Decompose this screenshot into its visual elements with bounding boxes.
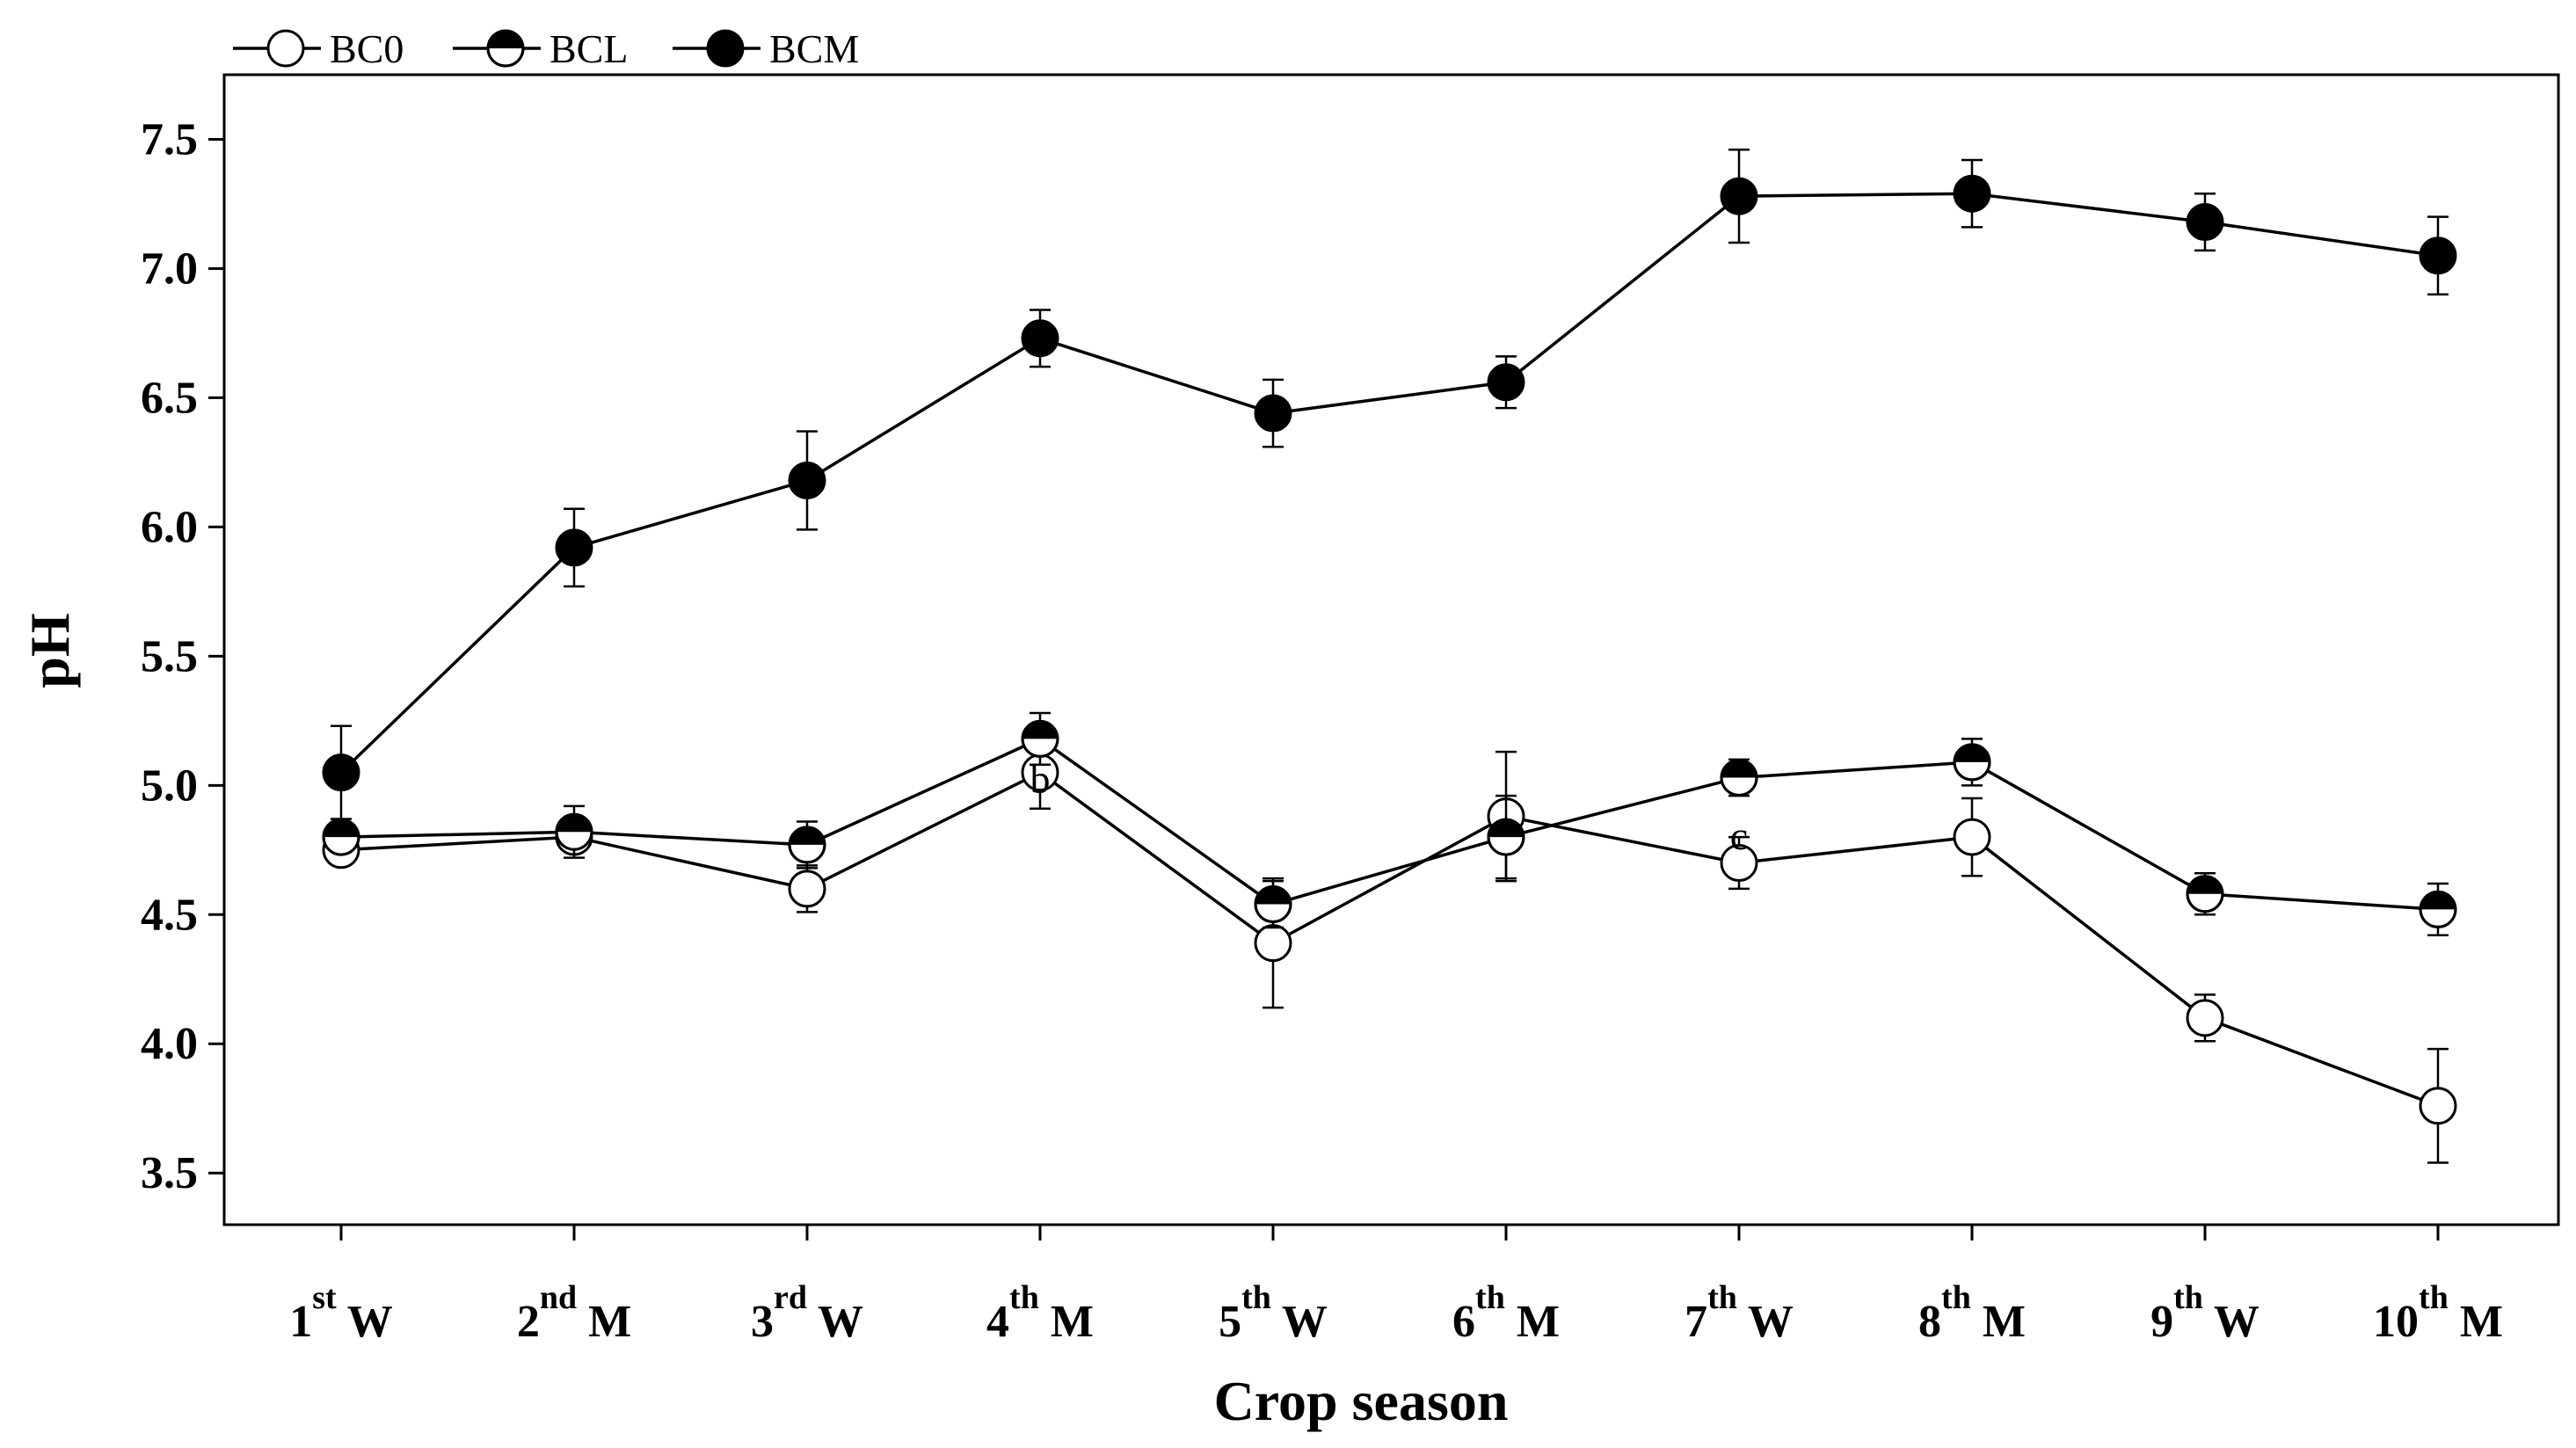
data-point: [1254, 394, 1292, 433]
y-tick-label: 6.0: [141, 502, 198, 552]
legend-label: BCL: [549, 26, 628, 71]
data-point: [1953, 818, 1991, 856]
x-axis-title: Crop season: [1214, 1370, 1509, 1432]
data-point: [1254, 885, 1292, 924]
data-point: [1953, 174, 1991, 213]
x-tick-label: 3rd W: [751, 1279, 863, 1347]
x-tick-label: 6th M: [1452, 1279, 1560, 1347]
legend-item-bcl: BCL: [453, 26, 628, 71]
annotation-layer: bc: [1030, 756, 1749, 858]
series-layer: [322, 148, 2457, 1164]
x-tick-label: 8th M: [1918, 1279, 2026, 1347]
data-point: [1021, 319, 1059, 358]
data-point: [1487, 818, 1525, 856]
y-tick-label: 4.5: [141, 890, 198, 940]
data-point: [322, 753, 360, 792]
x-tick-label: 1st W: [289, 1279, 393, 1347]
data-point: [1720, 758, 1758, 797]
x-tick-label: 10th M: [2373, 1279, 2503, 1347]
y-tick-label: 5.5: [141, 631, 198, 681]
series-line: [340, 737, 2439, 912]
data-point: [2419, 236, 2457, 275]
legend-item-bc0: BC0: [233, 26, 404, 71]
x-tick-label: 2nd M: [517, 1279, 631, 1347]
data-point: [555, 528, 593, 567]
y-tick-label: 3.5: [141, 1148, 198, 1198]
legend: BC0 BCL BCM: [233, 26, 859, 71]
y-tick-label: 4.0: [141, 1019, 198, 1069]
legend-marker: [486, 29, 525, 68]
data-point: [2186, 999, 2224, 1037]
y-tick-label: 7.0: [141, 244, 198, 294]
y-axis: 3.5 4.0 4.5 5.0 5.5 6.0 6.5 7.0 7.5: [141, 114, 224, 1198]
data-point: [2419, 1087, 2457, 1125]
data-point: [555, 812, 593, 851]
data-point: [1720, 177, 1758, 215]
data-point: [1021, 719, 1059, 758]
data-point: [322, 818, 360, 856]
y-tick-label: 7.5: [141, 114, 198, 164]
data-point: [1487, 363, 1525, 402]
legend-label: BCM: [769, 26, 859, 71]
x-axis: 1st W 2nd M 3rd W 4th M 5th W 6th M 7th W 8th M…: [289, 1225, 2503, 1347]
series-bc0: [322, 735, 2457, 1164]
data-point: [2419, 890, 2457, 928]
plot-area-frame: [222, 73, 2560, 1226]
x-tick-label: 9th W: [2150, 1279, 2259, 1347]
data-point: [2186, 203, 2224, 242]
legend-item-bcm: BCM: [673, 26, 859, 71]
data-point: [1254, 924, 1292, 963]
y-tick-label: 6.5: [141, 373, 198, 423]
data-point: [1953, 743, 1991, 782]
y-axis-title: pH: [18, 613, 81, 688]
data-point: [1720, 843, 1758, 882]
x-tick-label: 4th M: [986, 1279, 1094, 1347]
data-point: [788, 461, 826, 499]
data-point: [788, 870, 826, 908]
legend-marker: [266, 29, 305, 68]
data-point: [788, 826, 826, 864]
series-line: [340, 770, 2439, 1108]
y-tick-label: 5.0: [141, 760, 198, 811]
legend-marker: [706, 29, 745, 68]
x-tick-label: 7th W: [1685, 1279, 1794, 1347]
annotation-letter: b: [1030, 756, 1051, 801]
annotation-letter: c: [1730, 813, 1748, 858]
series-bcm: [322, 148, 2457, 820]
data-point: [2186, 875, 2224, 913]
series-bcl: [322, 711, 2457, 937]
x-tick-label: 5th W: [1219, 1279, 1328, 1347]
legend-label: BC0: [330, 26, 404, 71]
series-line: [339, 192, 2439, 774]
